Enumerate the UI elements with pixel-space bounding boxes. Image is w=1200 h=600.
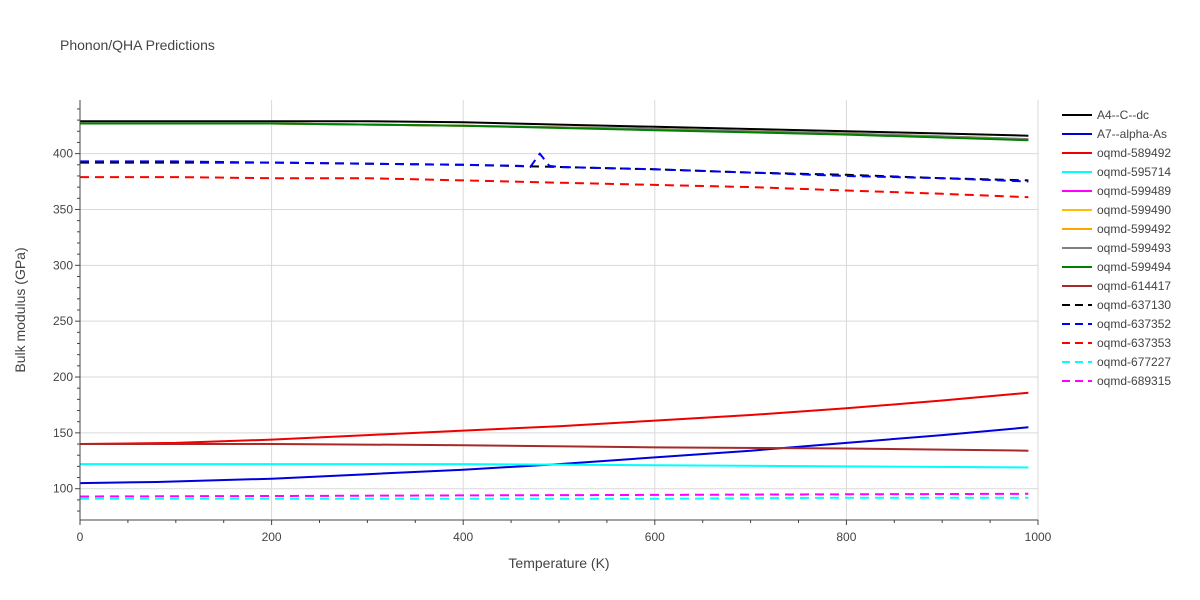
x-tick-label: 1000 (1025, 530, 1052, 544)
series-line-oqmd-589492 (79, 391, 1029, 445)
plot-area (79, 120, 1029, 500)
legend-label: oqmd-599494 (1097, 260, 1171, 274)
legend-label: oqmd-637130 (1097, 298, 1171, 312)
legend-item[interactable]: oqmd-637130 (1062, 298, 1171, 312)
y-tick-label: 150 (53, 426, 73, 440)
x-tick-label: 0 (77, 530, 84, 544)
legend-item[interactable]: oqmd-599492 (1062, 222, 1171, 236)
grid-lines (80, 100, 1039, 520)
legend-label: oqmd-599490 (1097, 203, 1171, 217)
x-axis-title: Temperature (K) (508, 555, 609, 571)
x-tick-label: 600 (645, 530, 665, 544)
legend-item[interactable]: oqmd-599490 (1062, 203, 1171, 217)
x-tick-label: 400 (453, 530, 473, 544)
series-line-oqmd-637352 (80, 152, 1029, 183)
legend-label: oqmd-637352 (1097, 317, 1171, 331)
y-tick-label: 200 (53, 370, 73, 384)
legend-item[interactable]: oqmd-614417 (1062, 279, 1171, 293)
series-line-oqmd-595714 (80, 463, 1029, 469)
legend-item[interactable]: oqmd-599493 (1062, 241, 1171, 255)
x-tick-label: 800 (836, 530, 856, 544)
legend-label: oqmd-599493 (1097, 241, 1171, 255)
legend-item[interactable]: A4--C--dc (1062, 108, 1149, 122)
legend-item[interactable]: oqmd-595714 (1062, 165, 1171, 179)
legend-item[interactable]: oqmd-599494 (1062, 260, 1171, 274)
legend: A4--C--dc A7--alpha-As oqmd-589492 oqmd-595… (1062, 108, 1171, 388)
series-line-oqmd-599494 (80, 122, 1029, 142)
y-axis-title: Bulk modulus (GPa) (12, 247, 28, 372)
legend-label: oqmd-637353 (1097, 336, 1171, 350)
legend-item[interactable]: oqmd-637352 (1062, 317, 1171, 331)
legend-label: oqmd-599492 (1097, 222, 1171, 236)
legend-label: oqmd-589492 (1097, 146, 1171, 160)
series-line-A7--alpha-As (79, 426, 1029, 485)
series-line-A4--C--dc (80, 120, 1029, 137)
legend-label: A4--C--dc (1097, 108, 1149, 122)
legend-item[interactable]: A7--alpha-As (1062, 127, 1167, 141)
chart-title: Phonon/QHA Predictions (60, 37, 215, 53)
y-tick-label: 250 (53, 314, 73, 328)
series-line-oqmd-637353 (80, 176, 1029, 199)
legend-item[interactable]: oqmd-637353 (1062, 336, 1171, 350)
y-tick-label: 100 (53, 482, 73, 496)
legend-label: A7--alpha-As (1097, 127, 1167, 141)
legend-item[interactable]: oqmd-677227 (1062, 355, 1171, 369)
legend-label: oqmd-689315 (1097, 374, 1171, 388)
legend-item[interactable]: oqmd-589492 (1062, 146, 1171, 160)
y-axis-ticks: 100 150 200 250 300 350 400 (53, 108, 80, 512)
y-tick-label: 400 (53, 147, 73, 161)
legend-item[interactable]: oqmd-599489 (1062, 184, 1171, 198)
y-tick-label: 350 (53, 202, 73, 216)
y-tick-label: 300 (53, 258, 73, 272)
series-line-oqmd-614417 (80, 443, 1029, 452)
legend-item[interactable]: oqmd-689315 (1062, 374, 1171, 388)
series-line-oqmd-689315 (79, 492, 1029, 498)
legend-label: oqmd-614417 (1097, 279, 1171, 293)
legend-label: oqmd-595714 (1097, 165, 1171, 179)
x-axis-ticks: 0 200 400 600 800 1000 (77, 520, 1052, 544)
series-line-oqmd-677227 (80, 496, 1029, 500)
legend-label: oqmd-599489 (1097, 184, 1171, 198)
x-tick-label: 200 (262, 530, 282, 544)
legend-label: oqmd-677227 (1097, 355, 1171, 369)
